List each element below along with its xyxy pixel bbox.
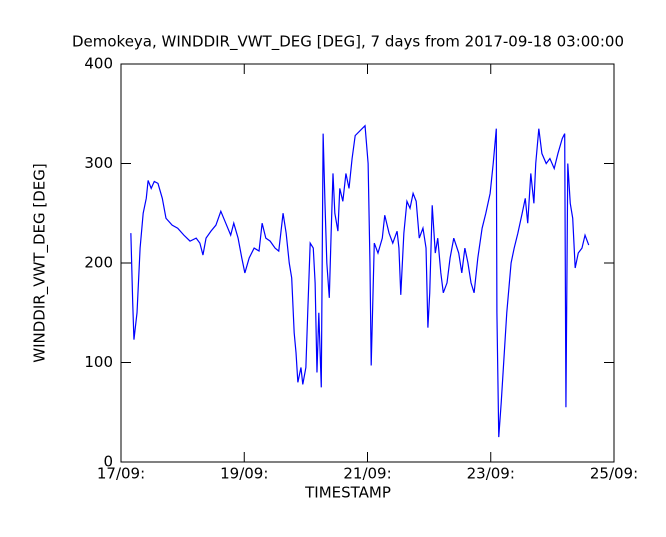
chart-title: Demokeya, WINDDIR_VWT_DEG [DEG], 7 days …	[72, 33, 624, 52]
x-tick-label: 25/09:	[590, 465, 638, 483]
x-tick-label: 17/09:	[97, 465, 145, 483]
x-tick-label: 21/09:	[343, 465, 391, 483]
y-tick-label: 200	[84, 254, 113, 272]
y-tick-label: 300	[84, 154, 113, 172]
y-tick-label: 0	[103, 453, 113, 471]
data-line	[130, 124, 590, 438]
x-tick-label: 23/09:	[467, 465, 515, 483]
y-tick-label: 400	[84, 55, 113, 73]
y-tick-label: 100	[84, 353, 113, 371]
y-axis-label: WINDDIR_VWT_DEG [DEG]	[31, 163, 50, 362]
plot-frame	[120, 63, 615, 463]
x-axis-label: TIMESTAMP	[304, 484, 391, 502]
x-tick-label: 19/09:	[220, 465, 268, 483]
